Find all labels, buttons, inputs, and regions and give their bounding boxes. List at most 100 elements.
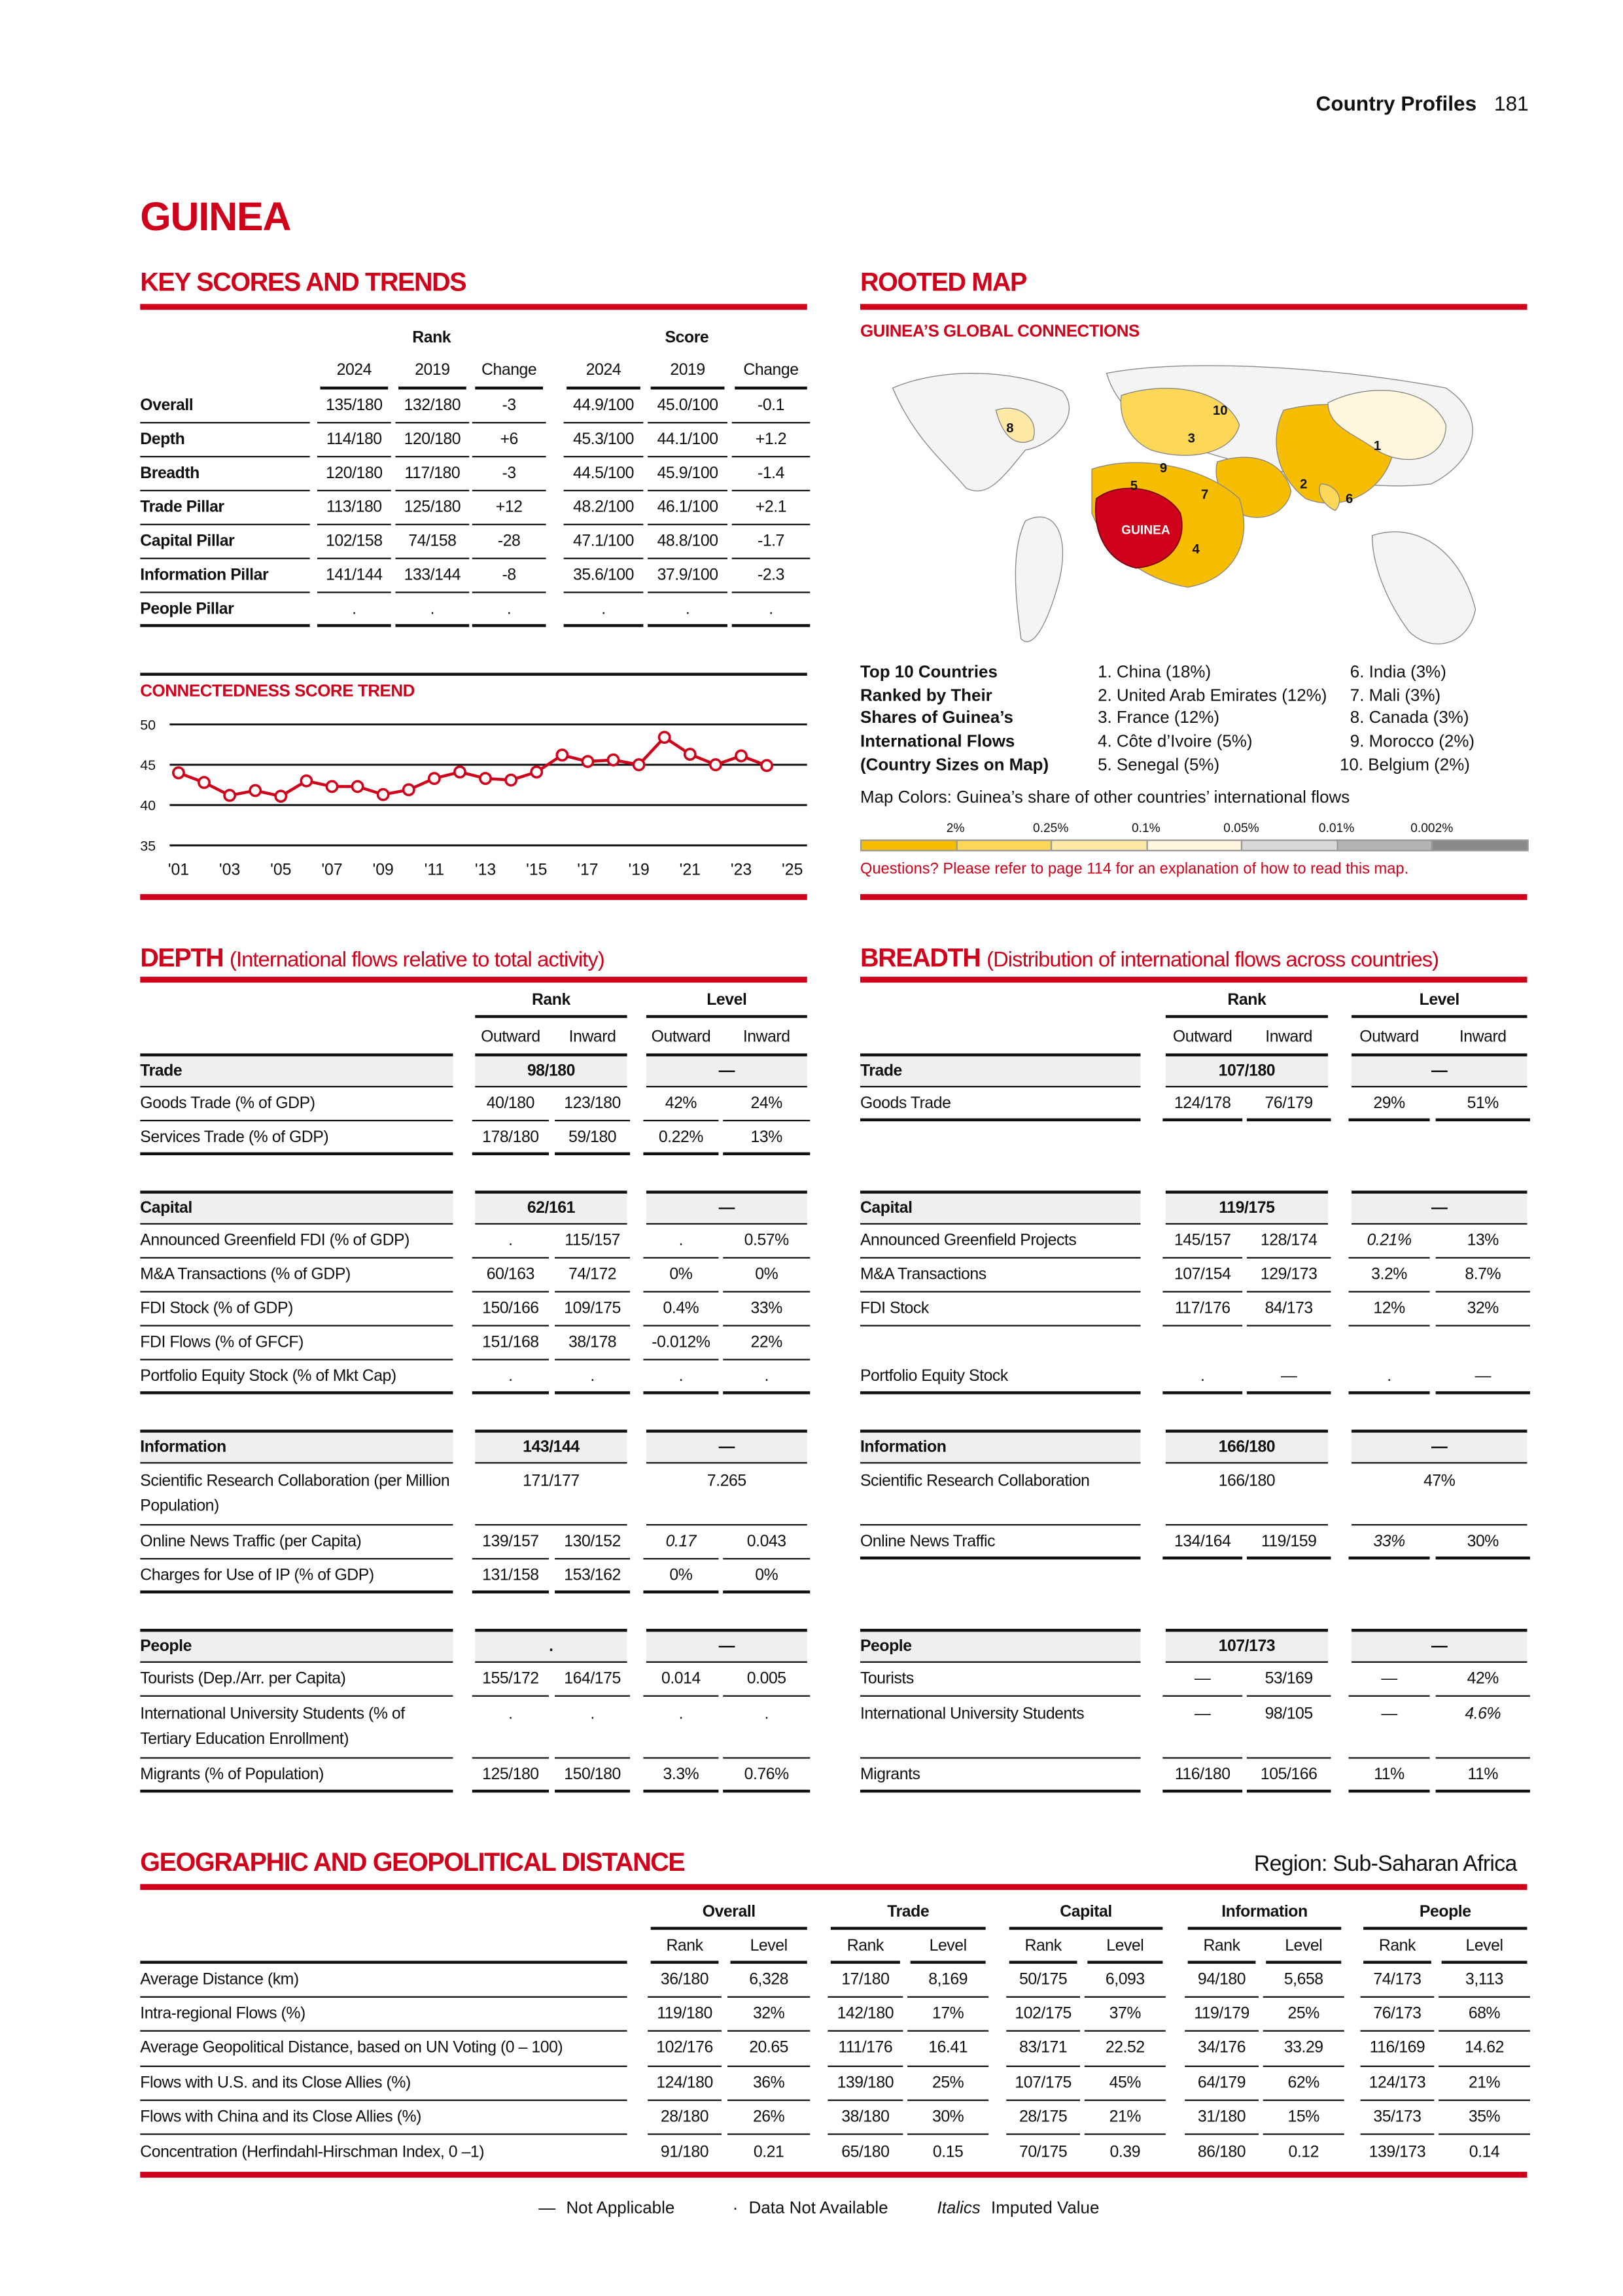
- group-row: Information 166/180 —: [860, 1429, 1527, 1464]
- top10-item: 1. China (18%): [1098, 663, 1212, 682]
- sub-header: Level: [1441, 1930, 1527, 1964]
- value-cell-text: 12%: [1373, 1300, 1405, 1318]
- group-label: People: [860, 1629, 1141, 1663]
- y-tick-label: 50: [140, 717, 156, 733]
- value-cell: 20.65: [727, 2032, 811, 2067]
- scale-swatch: [1431, 839, 1529, 852]
- breadth-title: BREADTH (Distribution of international f…: [860, 943, 1439, 973]
- sub-header: Inward: [722, 1020, 812, 1054]
- value-cell-text: 135/180: [326, 396, 383, 415]
- group-rank-text: 166/180: [1218, 1438, 1276, 1457]
- y-tick-label: 35: [140, 838, 156, 854]
- map-number-label: 4: [1192, 542, 1200, 557]
- value-cell-text: 60/163: [486, 1266, 535, 1284]
- value-cell-text: 155/172: [482, 1670, 539, 1688]
- value-cell-text: .: [764, 1366, 769, 1385]
- group-row: People. —: [140, 1629, 807, 1663]
- group-level-text: —: [718, 1637, 735, 1656]
- value-cell: .: [648, 593, 727, 627]
- value-cell-text: 117/176: [1174, 1300, 1230, 1318]
- table-row: Overall 135/180 132/180 -3 44.9/100 45.0/100 -…: [140, 389, 811, 424]
- sub-header: Rank: [1363, 1930, 1431, 1964]
- value-cell: 102/176: [648, 2032, 722, 2067]
- table-row: FDI Stock 117/176 84/173 12% 32%: [860, 1293, 1530, 1327]
- value-cell-text: 30%: [1467, 1532, 1499, 1550]
- row-label: Average Geopolitical Distance, based on …: [140, 2032, 627, 2067]
- value-cell: —: [1348, 1697, 1430, 1759]
- map-number-label: 9: [1160, 461, 1167, 476]
- value-cell-text: 4.6%: [1465, 1705, 1501, 1724]
- oceania-shape: [1371, 531, 1476, 645]
- score-group-header-text: Score: [665, 328, 709, 347]
- top10-item: 7. Mali (3%): [1350, 687, 1441, 705]
- value-cell: 84/173: [1246, 1293, 1331, 1327]
- value-cell-text: 145/157: [1174, 1232, 1231, 1250]
- group-header: Overall: [650, 1898, 807, 1930]
- row-label: Average Distance (km): [140, 1964, 627, 1998]
- value-cell-text: .: [352, 599, 357, 617]
- row-label: Portfolio Equity Stock: [860, 1361, 1141, 1395]
- value-cell: 114/180: [317, 423, 391, 458]
- value-cell-text: 44.1/100: [657, 430, 718, 449]
- value-cell: 36%: [727, 2066, 811, 2101]
- value-cell: 22%: [723, 1327, 811, 1361]
- table-header-row: Outward Inward Outward Inward: [140, 1020, 807, 1054]
- top10-item: 10. Belgium (2%): [1339, 756, 1470, 774]
- data-point: [555, 748, 569, 762]
- table-header-row: 2024 2019 Change 2024 2019 Change: [140, 354, 807, 390]
- value-cell: 53/169: [1246, 1663, 1331, 1697]
- value-cell-text: .: [764, 1705, 769, 1724]
- data-point: [351, 780, 364, 793]
- value-cell: —: [1348, 1663, 1430, 1697]
- value-cell: .: [1348, 1361, 1430, 1395]
- row-label: Goods Trade (% of GDP): [140, 1087, 453, 1122]
- row-label-text: Information Pillar: [140, 566, 269, 585]
- value-cell-text: 178/180: [482, 1128, 539, 1146]
- value-cell: 76/173: [1360, 1998, 1435, 2032]
- value-cell-text: 133/144: [404, 566, 461, 585]
- value-cell: -3: [472, 457, 546, 492]
- value-cell: 0.4%: [643, 1293, 719, 1327]
- value-cell: 86/180: [1185, 2135, 1259, 2169]
- value-cell-text: .: [508, 1705, 513, 1724]
- value-cell: 47.1/100: [563, 525, 644, 559]
- sub-header: Rank: [1187, 1930, 1256, 1964]
- sub-header: Rank: [650, 1930, 719, 1964]
- row-label-text: Trade Pillar: [140, 498, 224, 517]
- data-point: [760, 759, 774, 773]
- data-point: [427, 772, 441, 785]
- value-cell-text: .: [1200, 1366, 1205, 1385]
- group-level-text: —: [1431, 1637, 1448, 1656]
- value-cell-text: .: [601, 599, 606, 617]
- value-cell: .: [555, 1697, 631, 1759]
- row-label-text: FDI Flows (% of GFCF): [140, 1333, 304, 1352]
- value-cell: 83/171: [1006, 2032, 1081, 2067]
- row-label: Services Trade (% of GDP): [140, 1121, 453, 1156]
- group-label: Capital: [860, 1191, 1141, 1225]
- value-cell: 32%: [727, 1998, 811, 2032]
- value-cell-text: 76/179: [1265, 1094, 1314, 1112]
- row-label-text: Capital Pillar: [140, 532, 235, 551]
- running-header: Country Profiles 181: [1316, 92, 1529, 115]
- value-cell: .: [472, 1361, 550, 1395]
- x-tick-label: '09: [373, 861, 394, 879]
- row-label: Announced Greenfield FDI (% of GDP): [140, 1225, 453, 1259]
- value-cell-text: 84/173: [1265, 1300, 1314, 1318]
- value-cell: 0.014: [643, 1663, 719, 1697]
- row-label: Goods Trade: [860, 1087, 1141, 1122]
- value-cell: 25%: [1263, 1998, 1344, 2032]
- value-cell-text: 68%: [1468, 2005, 1501, 2023]
- value-cell: 22.52: [1084, 2032, 1166, 2067]
- region-label: Region: Sub-Saharan Africa: [1253, 1851, 1518, 1877]
- value-cell-text: -0.1: [758, 396, 784, 415]
- section-rule: [860, 894, 1527, 900]
- column-header-text: 2024: [585, 361, 621, 379]
- value-cell: 124/180: [648, 2066, 722, 2101]
- group-label: People: [140, 1629, 453, 1663]
- group-header: Information: [1187, 1898, 1342, 1930]
- value-cell-text: 36%: [752, 2074, 785, 2092]
- value-cell-text: 141/144: [326, 566, 383, 585]
- value-cell: 141/144: [317, 559, 391, 593]
- group-label-text: Information: [860, 1438, 947, 1457]
- value-cell: 107/175: [1006, 2066, 1081, 2101]
